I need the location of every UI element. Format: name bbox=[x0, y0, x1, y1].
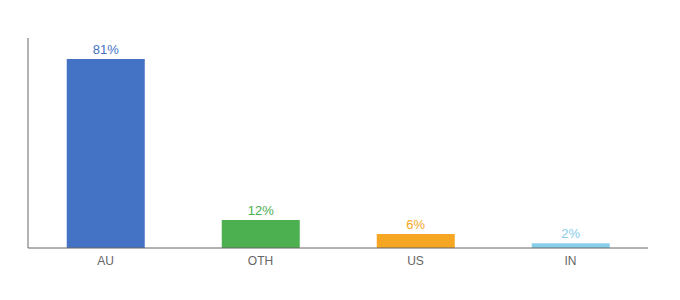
svg-text:12%: 12% bbox=[248, 203, 274, 218]
svg-text:6%: 6% bbox=[406, 217, 425, 232]
svg-text:IN: IN bbox=[565, 254, 577, 268]
svg-text:2%: 2% bbox=[561, 226, 580, 241]
svg-text:81%: 81% bbox=[93, 42, 119, 57]
svg-text:AU: AU bbox=[97, 254, 114, 268]
svg-text:US: US bbox=[407, 254, 424, 268]
svg-text:OTH: OTH bbox=[248, 254, 273, 268]
